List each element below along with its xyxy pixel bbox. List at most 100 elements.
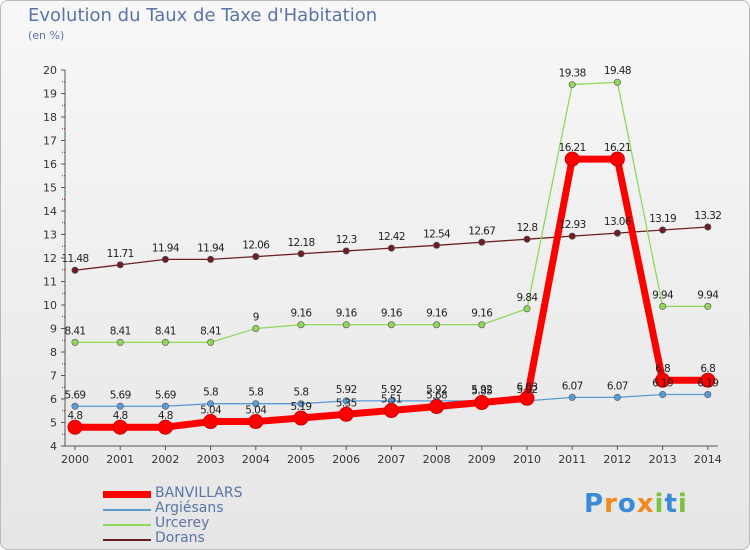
data-label-urcerey: 8.41 (110, 325, 131, 337)
data-point-argi-sans (568, 393, 576, 401)
data-point-argi-sans (297, 400, 305, 408)
y-tick-label: 9 (50, 323, 57, 336)
x-tick-label: 2008 (423, 453, 451, 466)
data-label-dorans: 12.3 (336, 234, 357, 246)
data-label-urcerey: 9.16 (336, 308, 358, 320)
y-tick-label: 4 (50, 440, 57, 453)
data-point-dorans (297, 250, 305, 258)
data-point-dorans (252, 253, 260, 261)
x-tick-label: 2014 (694, 453, 722, 466)
data-point-urcerey (387, 321, 395, 329)
data-label-urcerey: 9.16 (291, 308, 313, 320)
data-label-argi-sans: 6.07 (607, 380, 628, 392)
proxiti-logo: Proxiti (584, 489, 688, 519)
data-point-urcerey (116, 338, 124, 346)
y-tick-label: 11 (43, 276, 57, 289)
data-label-banvillars: 4.8 (158, 410, 173, 422)
data-label-banvillars: 6.8 (700, 363, 715, 375)
data-point-banvillars (519, 390, 535, 406)
data-label-dorans: 11.94 (197, 242, 225, 254)
x-tick-label: 2006 (332, 453, 360, 466)
y-tick-label: 7 (50, 370, 57, 383)
data-label-dorans: 11.94 (152, 242, 180, 254)
legend-label: Dorans (155, 530, 205, 546)
data-point-banvillars (157, 419, 173, 435)
data-point-urcerey (297, 321, 305, 329)
data-point-dorans (704, 223, 712, 231)
data-point-banvillars (248, 414, 264, 430)
data-label-argi-sans: 5.92 (471, 384, 492, 396)
x-tick-label: 2007 (377, 453, 405, 466)
data-point-banvillars (203, 414, 219, 430)
data-point-banvillars (338, 406, 354, 422)
x-tick-label: 2005 (287, 453, 315, 466)
data-point-dorans (116, 261, 124, 269)
data-label-urcerey: 19.38 (559, 68, 586, 80)
data-label-argi-sans: 5.69 (65, 389, 86, 401)
x-tick-label: 2003 (197, 453, 225, 466)
data-label-urcerey: 9.16 (471, 308, 493, 320)
data-point-argi-sans (207, 400, 215, 408)
legend-label: Urcerey (155, 515, 210, 531)
data-point-urcerey (478, 321, 486, 329)
data-label-dorans: 12.42 (378, 231, 405, 243)
data-point-banvillars (474, 395, 490, 411)
y-tick-label: 12 (43, 252, 57, 265)
y-tick-label: 8 (50, 346, 57, 359)
data-label-argi-sans: 6.19 (652, 378, 673, 390)
y-tick-label: 16 (43, 158, 57, 171)
data-label-argi-sans: 5.92 (336, 384, 357, 396)
data-point-dorans (71, 266, 79, 274)
legend-swatch (103, 509, 151, 511)
data-point-dorans (523, 235, 531, 243)
data-label-urcerey: 9.94 (652, 289, 674, 301)
y-tick-label: 18 (43, 111, 57, 124)
legend-label: BANVILLARS (155, 485, 243, 501)
data-label-dorans: 13.06 (604, 216, 632, 228)
data-label-urcerey: 9.16 (426, 308, 448, 320)
data-point-argi-sans (71, 402, 79, 410)
data-label-argi-sans: 5.8 (294, 387, 309, 399)
data-label-argi-sans: 6.19 (697, 378, 718, 390)
data-label-argi-sans: 5.92 (517, 384, 538, 396)
data-label-dorans: 12.18 (287, 237, 314, 249)
data-point-banvillars (112, 419, 128, 435)
data-point-urcerey (433, 321, 441, 329)
data-label-argi-sans: 5.92 (381, 384, 402, 396)
legend-swatch (103, 524, 151, 526)
data-point-dorans (478, 238, 486, 246)
y-tick-label: 6 (50, 393, 57, 406)
data-point-dorans (613, 229, 621, 237)
y-tick-label: 5 (50, 417, 57, 430)
legend-item-urcerey: Urcerey (103, 515, 363, 532)
data-label-dorans: 13.19 (649, 213, 676, 225)
legend-item-banvillars: BANVILLARS (103, 485, 363, 502)
data-label-dorans: 11.71 (107, 248, 134, 260)
data-label-urcerey: 8.41 (200, 325, 221, 337)
data-label-banvillars: 4.8 (68, 410, 83, 422)
data-label-banvillars: 16.21 (604, 142, 631, 154)
data-label-banvillars: 6.03 (517, 381, 538, 393)
data-point-urcerey (523, 305, 531, 313)
data-point-banvillars (429, 399, 445, 415)
y-tick-label: 15 (43, 182, 57, 195)
data-point-banvillars (564, 151, 580, 167)
data-point-argi-sans (161, 402, 169, 410)
chart-legend: BANVILLARS Argiésans Urcerey Dorans (103, 485, 363, 547)
data-label-banvillars: 6.8 (655, 363, 670, 375)
data-point-dorans (161, 255, 169, 263)
data-label-banvillars: 5.19 (291, 401, 312, 413)
data-label-dorans: 11.48 (61, 253, 88, 265)
legend-swatch (103, 491, 151, 498)
y-tick-label: 10 (43, 299, 57, 312)
x-tick-label: 2012 (603, 453, 631, 466)
data-label-banvillars: 4.8 (113, 410, 128, 422)
data-label-urcerey: 8.41 (65, 325, 86, 337)
data-point-dorans (387, 244, 395, 252)
data-label-urcerey: 9 (253, 312, 259, 324)
data-label-banvillars: 5.68 (426, 390, 447, 402)
data-point-urcerey (161, 338, 169, 346)
data-point-banvillars (383, 403, 399, 419)
